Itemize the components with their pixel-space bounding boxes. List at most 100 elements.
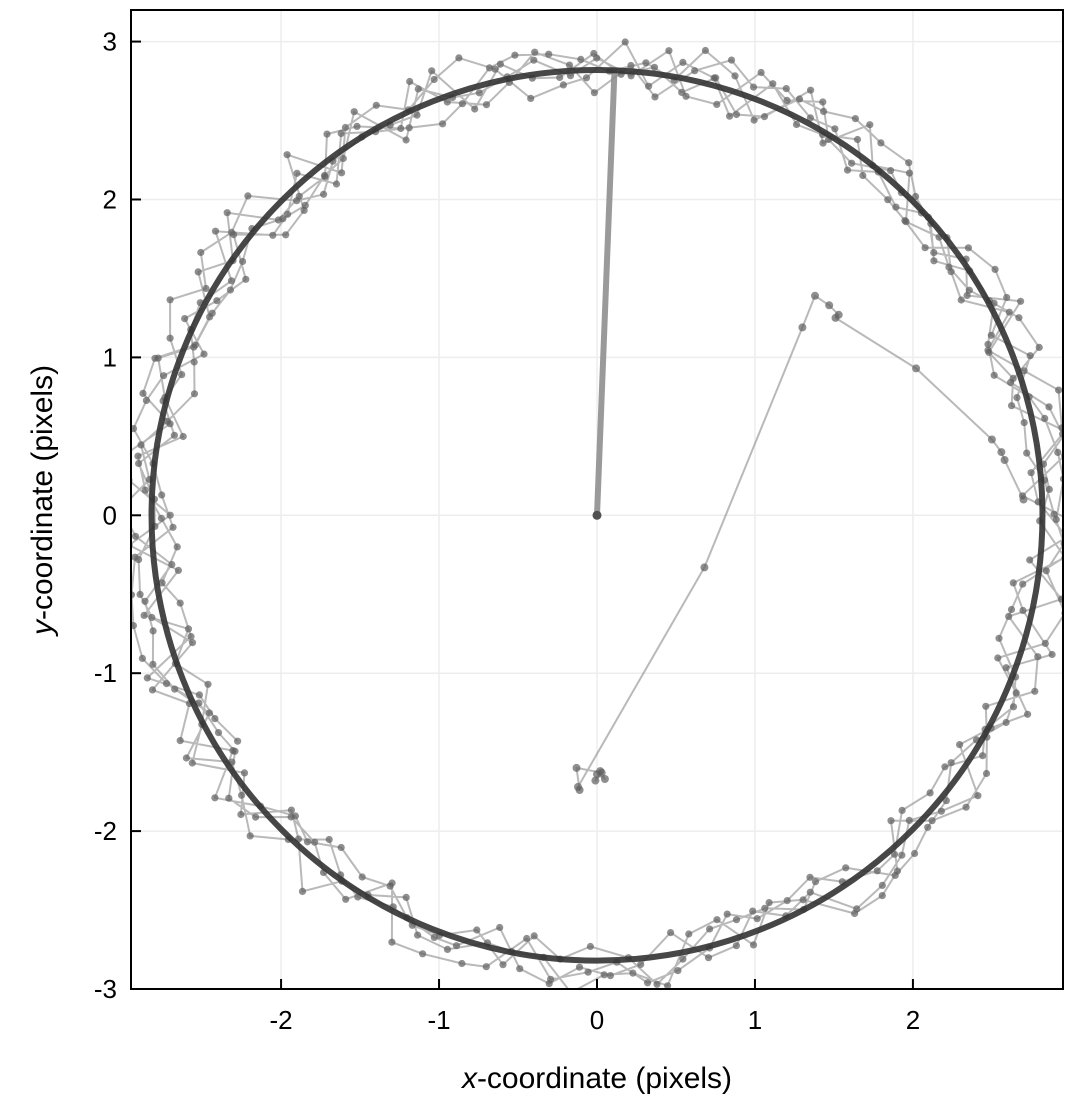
orbit-trajectory-point bbox=[226, 286, 234, 294]
y-tick-label: -3 bbox=[94, 974, 117, 1004]
y-axis-label-rest: -coordinate (pixels) bbox=[26, 365, 59, 620]
orbit-trajectory-point bbox=[760, 113, 769, 121]
orbit-trajectory-point bbox=[240, 769, 249, 777]
orbit-trajectory-point bbox=[600, 971, 608, 979]
orbit-trajectory-point bbox=[149, 660, 157, 668]
orbit-trajectory-point bbox=[170, 431, 178, 439]
orbit-trajectory-point bbox=[414, 85, 422, 93]
orbit-trajectory-point bbox=[342, 895, 350, 903]
orbit-trajectory-point bbox=[473, 926, 481, 934]
jump-trajectory-point bbox=[987, 435, 996, 444]
orbit-trajectory-point bbox=[761, 904, 769, 912]
orbit-trajectory-point bbox=[884, 196, 892, 204]
orbit-trajectory-point bbox=[197, 248, 205, 257]
orbit-trajectory-point bbox=[214, 729, 223, 737]
orbit-trajectory-point bbox=[158, 579, 166, 587]
orbit-trajectory-point bbox=[239, 257, 247, 266]
orbit-trajectory-point bbox=[1071, 547, 1078, 554]
orbit-trajectory-point bbox=[188, 639, 197, 647]
orbit-trajectory-point bbox=[637, 960, 645, 969]
orbit-trajectory-point bbox=[878, 892, 886, 900]
orbit-trajectory-point bbox=[238, 791, 246, 799]
orbit-trajectory-point bbox=[471, 105, 479, 113]
orbit-trajectory-point bbox=[452, 942, 461, 950]
orbit-trajectory-point bbox=[898, 851, 906, 859]
orbit-trajectory-point bbox=[1054, 448, 1062, 456]
orbit-trajectory-point bbox=[282, 231, 290, 239]
orbit-trajectory-point bbox=[204, 680, 212, 688]
orbit-trajectory-point bbox=[211, 794, 219, 802]
orbit-trajectory-point bbox=[831, 125, 839, 133]
orbit-trajectory-point bbox=[679, 58, 687, 66]
orbit-trajectory-point bbox=[181, 315, 189, 323]
orbit-trajectory-point bbox=[439, 120, 447, 128]
orbit-trajectory-point bbox=[269, 231, 277, 239]
orbit-trajectory-point bbox=[131, 622, 137, 630]
orbit-trajectory-point bbox=[665, 47, 673, 55]
orbit-trajectory-point bbox=[455, 54, 463, 62]
orbit-trajectory-point bbox=[1060, 540, 1063, 547]
orbit-trajectory-point bbox=[414, 931, 422, 939]
orbit-trajectory-point bbox=[982, 769, 991, 778]
orbit-trajectory-point bbox=[178, 371, 186, 379]
orbit-trajectory-point bbox=[1055, 386, 1063, 394]
orbit-trajectory-point bbox=[645, 82, 653, 90]
orbit-trajectory-point bbox=[530, 932, 538, 940]
orbit-trajectory-point bbox=[527, 94, 535, 102]
orbit-trajectory-point bbox=[458, 959, 466, 968]
orbit-trajectory-point bbox=[723, 910, 731, 918]
orbit-trajectory-point bbox=[891, 871, 899, 880]
jump-trajectory-point bbox=[1000, 456, 1009, 464]
orbit-trajectory-point bbox=[1069, 518, 1076, 525]
orbit-trajectory-point bbox=[732, 916, 741, 924]
orbit-trajectory-point bbox=[947, 759, 955, 767]
orbit-trajectory-point bbox=[176, 599, 184, 607]
orbit-trajectory-point bbox=[1002, 664, 1010, 672]
orbit-trajectory-point bbox=[567, 989, 574, 996]
orbit-trajectory-point bbox=[320, 190, 328, 198]
orbit-trajectory-point bbox=[991, 265, 999, 273]
x-axis-label-rest: -coordinate (pixels) bbox=[477, 1062, 732, 1095]
orbit-trajectory-point bbox=[134, 452, 142, 460]
jump-trajectory-point bbox=[811, 291, 819, 300]
orbit-trajectory-point bbox=[530, 56, 538, 64]
orbit-trajectory-point bbox=[765, 899, 773, 907]
jump-trajectory-point bbox=[591, 776, 600, 785]
orbit-trajectory-point bbox=[1048, 650, 1056, 659]
orbit-trajectory-point bbox=[905, 816, 913, 825]
orbit-trajectory-point bbox=[242, 275, 250, 283]
orbit-trajectory-point bbox=[930, 257, 938, 265]
y-tick-label: 2 bbox=[103, 184, 117, 214]
orbit-trajectory-point bbox=[182, 754, 190, 762]
orbit-trajectory-point bbox=[575, 963, 584, 971]
orbit-trajectory-point bbox=[300, 206, 308, 214]
orbit-trajectory-point bbox=[941, 763, 949, 771]
orbit-trajectory-point bbox=[303, 838, 312, 846]
jump-trajectory-point bbox=[574, 782, 582, 791]
orbit-trajectory-point bbox=[1007, 378, 1015, 386]
x-tick-label: -2 bbox=[270, 1005, 293, 1035]
origin-point bbox=[592, 510, 602, 520]
orbit-trajectory-point bbox=[757, 68, 765, 77]
orbit-trajectory-point bbox=[237, 810, 245, 819]
orbit-trajectory-point bbox=[131, 425, 138, 433]
orbit-trajectory-point bbox=[227, 277, 236, 285]
orbit-trajectory-point bbox=[1005, 308, 1013, 316]
orbit-trajectory-point bbox=[942, 797, 950, 805]
orbit-trajectory-point bbox=[131, 532, 140, 540]
orbit-trajectory-point bbox=[141, 486, 149, 494]
orbit-trajectory-point bbox=[545, 50, 553, 58]
orbit-trajectory-point bbox=[590, 89, 599, 97]
orbit-trajectory-point bbox=[311, 838, 319, 846]
orbit-trajectory-point bbox=[995, 634, 1003, 642]
orbit-trajectory-point bbox=[154, 354, 162, 362]
orbit-trajectory-point bbox=[892, 203, 900, 211]
orbit-trajectory-point bbox=[244, 192, 252, 200]
orbit-trajectory-point bbox=[820, 107, 828, 115]
orbit-trajectory-point bbox=[211, 227, 220, 235]
orbit-trajectory-point bbox=[1027, 469, 1035, 477]
orbit-trajectory-point bbox=[225, 794, 233, 802]
orbit-trajectory-point bbox=[674, 967, 682, 975]
orbit-trajectory-point bbox=[1015, 314, 1023, 322]
orbit-trajectory-point bbox=[887, 817, 895, 825]
